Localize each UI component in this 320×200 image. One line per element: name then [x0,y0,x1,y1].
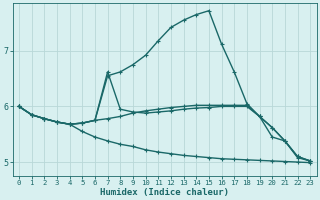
X-axis label: Humidex (Indice chaleur): Humidex (Indice chaleur) [100,188,229,197]
